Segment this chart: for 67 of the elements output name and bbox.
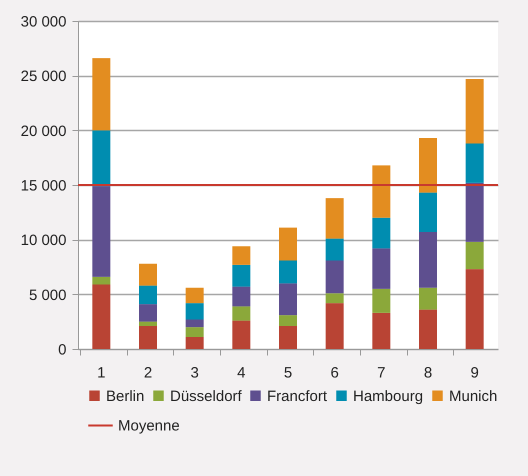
bar <box>186 303 204 320</box>
bar <box>466 182 484 242</box>
bar <box>372 312 390 349</box>
bar <box>372 248 390 289</box>
y-tick-label: 30 000 <box>20 14 66 30</box>
bar <box>279 326 297 349</box>
bar <box>279 315 297 326</box>
x-tick-label: 5 <box>284 364 292 382</box>
bar <box>419 310 437 349</box>
y-tick-label: 10 000 <box>20 232 66 250</box>
bar <box>419 192 437 232</box>
bar <box>419 138 437 193</box>
legend-label: Berlin <box>106 388 144 405</box>
bar <box>186 288 204 304</box>
bar <box>279 228 297 260</box>
bar <box>232 306 250 321</box>
bar <box>92 130 110 186</box>
bar <box>139 326 157 349</box>
legend-label: Francfort <box>267 388 328 405</box>
bar <box>419 288 437 310</box>
bar <box>232 286 250 306</box>
bar <box>466 78 484 144</box>
bar <box>139 322 157 326</box>
bar <box>186 336 204 349</box>
bar <box>326 260 344 294</box>
bar <box>92 58 110 130</box>
x-tick-label: 1 <box>97 364 106 382</box>
bar <box>139 304 157 322</box>
bar <box>466 269 484 349</box>
bar <box>326 303 344 349</box>
bar <box>139 264 157 286</box>
bar <box>326 293 344 304</box>
bar <box>466 242 484 270</box>
x-tick-label: 7 <box>377 364 386 382</box>
bar <box>372 218 390 248</box>
y-tick-label: 20 000 <box>20 122 66 140</box>
y-tick-label: 25 000 <box>20 68 66 86</box>
bar <box>92 284 110 349</box>
bar <box>232 320 250 349</box>
bar <box>186 327 204 337</box>
legend-label: Munich <box>449 388 498 405</box>
bar <box>232 246 250 265</box>
bar <box>232 264 250 287</box>
bar <box>279 260 297 284</box>
bar <box>186 319 204 328</box>
y-tick-label: 15 000 <box>20 178 66 194</box>
bar <box>92 186 110 277</box>
bar <box>326 238 344 260</box>
bar <box>279 283 297 316</box>
legend-label: Düsseldorf <box>170 388 243 405</box>
bar <box>372 288 390 313</box>
y-tick-label: 5 000 <box>28 286 66 304</box>
x-tick-label: 6 <box>330 364 339 382</box>
legend-label: Moyenne <box>118 418 180 434</box>
bar <box>139 286 157 304</box>
bar <box>372 165 390 218</box>
y-tick-label: 0 <box>58 342 66 358</box>
legend-label: Hambourg <box>353 388 424 405</box>
x-tick-label: 4 <box>237 364 246 382</box>
x-tick-label: 3 <box>190 364 199 382</box>
bar <box>419 232 437 288</box>
x-tick-label: 9 <box>470 364 479 382</box>
bar <box>326 198 344 239</box>
bar <box>92 276 110 284</box>
x-tick-label: 8 <box>424 364 432 382</box>
x-tick-label: 2 <box>144 364 152 382</box>
bar <box>466 143 484 183</box>
